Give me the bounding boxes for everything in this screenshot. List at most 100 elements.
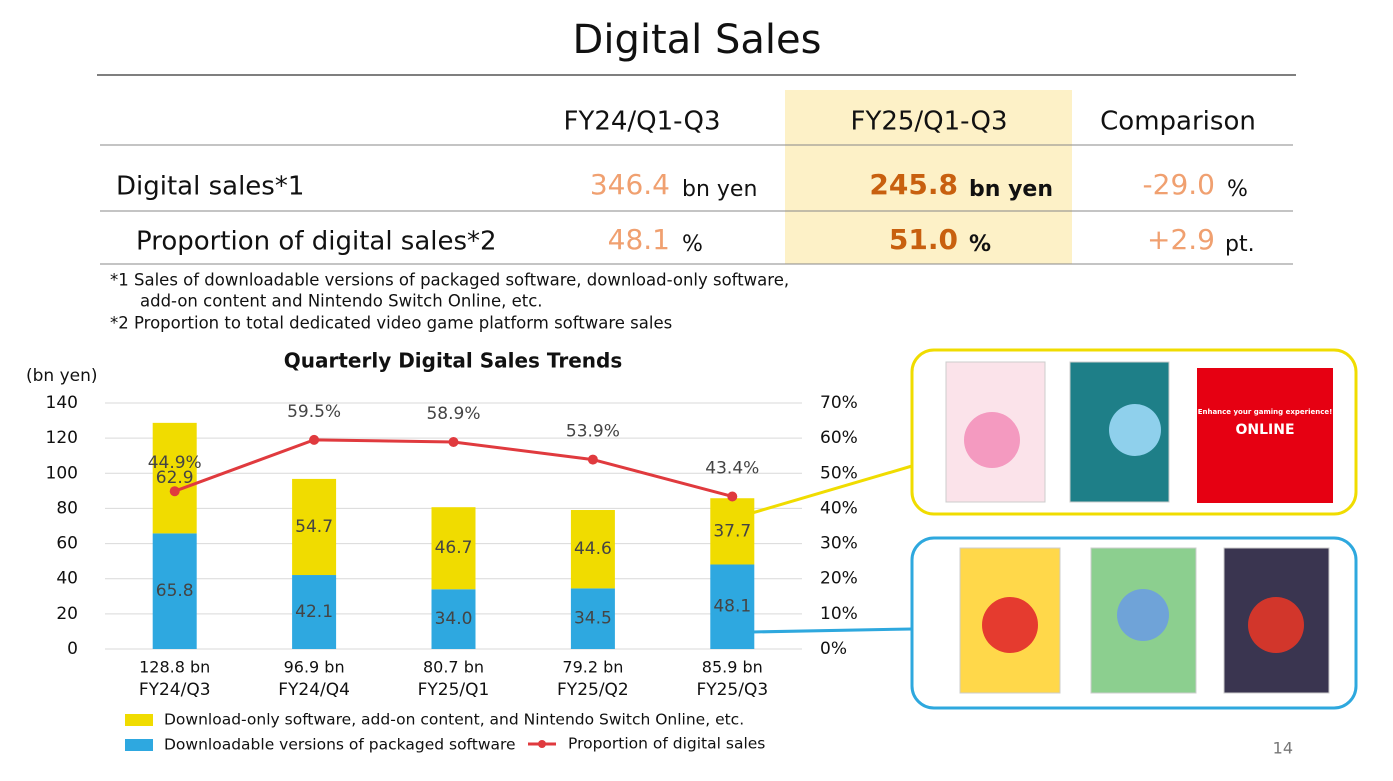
col-header: FY25/Q1-Q3 — [850, 107, 1007, 137]
x-tick-label: FY25/Q1 — [418, 680, 490, 700]
x-tick-label: FY25/Q2 — [557, 680, 629, 700]
bar-segment — [152, 533, 197, 649]
y-tick-label: 120 — [46, 428, 78, 448]
card-art — [964, 412, 1020, 468]
connector — [751, 627, 913, 634]
legend-swatch — [125, 714, 153, 726]
line-value-label: 53.9% — [566, 422, 620, 442]
connector — [751, 464, 913, 515]
bar-value-label: 54.7 — [295, 517, 333, 537]
y-tick-label: 0 — [67, 639, 78, 659]
page-number: 14 — [1273, 739, 1293, 758]
cell-value: 48.1 — [608, 223, 670, 256]
x-tick-label: FY25/Q3 — [696, 680, 768, 700]
line-value-label: 58.9% — [426, 404, 480, 424]
bar-segment — [570, 510, 615, 589]
y-tick-label: 20 — [56, 604, 78, 624]
card-text: ONLINE — [1235, 422, 1294, 438]
bar-segment — [431, 507, 476, 590]
y2-tick-label: 60% — [820, 428, 858, 448]
cell-value: 245.8 — [869, 168, 958, 201]
total-label: 80.7 bn — [423, 658, 484, 677]
card-art — [1117, 589, 1169, 641]
bar-value-label: 34.5 — [574, 609, 612, 629]
row-label: Proportion of digital sales*2 — [136, 227, 497, 257]
bar-value-label: 65.8 — [156, 581, 194, 601]
bar-segment — [152, 422, 197, 534]
bar-value-label: 44.6 — [574, 539, 612, 559]
cell-value: +2.9 — [1147, 223, 1215, 256]
bar-value-label: 48.1 — [713, 597, 751, 617]
y-tick-label: 60 — [56, 534, 78, 554]
x-tick-label: FY24/Q4 — [278, 680, 350, 700]
cell-unit: bn yen — [969, 177, 1053, 202]
y-tick-label: 140 — [46, 393, 78, 413]
legend-label: Proportion of digital sales — [568, 735, 765, 753]
cell-unit: % — [969, 232, 991, 257]
footnote: add-on content and Nintendo Switch Onlin… — [140, 292, 543, 311]
cell-unit: bn yen — [682, 177, 757, 202]
y-tick-label: 100 — [46, 463, 78, 483]
total-label: 96.9 bn — [284, 658, 345, 677]
line-marker — [587, 454, 598, 465]
line-marker — [727, 491, 738, 502]
total-label: 85.9 bn — [702, 658, 763, 677]
bar-segment — [292, 478, 337, 576]
bar-segment — [570, 588, 615, 649]
cell-unit: pt. — [1225, 232, 1255, 257]
slide-title: Digital Sales — [573, 17, 822, 63]
bar-segment — [710, 498, 755, 565]
bar-value-label: 34.0 — [435, 609, 473, 629]
card-art — [982, 597, 1038, 653]
bar-segment — [431, 589, 476, 649]
total-label: 79.2 bn — [562, 658, 623, 677]
line-marker — [169, 486, 180, 497]
bar-value-label: 37.7 — [713, 521, 751, 541]
col-header: FY24/Q1-Q3 — [563, 107, 720, 137]
chart: 0 20 40 60 80 100 120 140 0% 10% 20% 30% 40% 50% 60% 70… — [46, 393, 858, 754]
product-cards: Enhance your gaming experience! ONLINE — [945, 361, 1333, 694]
y2-tick-label: 30% — [820, 534, 858, 554]
y-tick-label: 80 — [56, 498, 78, 518]
card-art — [1248, 597, 1304, 653]
highlight-column — [785, 90, 1072, 264]
bar-value-label: 42.1 — [295, 602, 333, 622]
bar-segment — [710, 564, 755, 649]
bar-value-label: 46.7 — [435, 538, 473, 558]
legend-label: Download-only software, add-on content, … — [164, 711, 744, 729]
cell-value: 346.4 — [590, 168, 670, 201]
card-text: Enhance your gaming experience! — [1198, 408, 1333, 416]
legend-label: Downloadable versions of packaged softwa… — [164, 736, 516, 754]
y-tick-label: 40 — [56, 569, 78, 589]
cell-unit: % — [1227, 177, 1248, 202]
x-tick-label: FY24/Q3 — [139, 680, 211, 700]
line-marker — [309, 434, 320, 445]
col-header: Comparison — [1100, 107, 1256, 137]
y2-tick-label: 50% — [820, 463, 858, 483]
cell-value: 51.0 — [889, 223, 958, 256]
line — [174, 438, 733, 498]
footnote: *2 Proportion to total dedicated video g… — [110, 314, 672, 333]
y-axis-label: (bn yen) — [26, 366, 98, 386]
line-value-label: 43.4% — [705, 458, 759, 478]
y2-tick-label: 0% — [820, 639, 847, 659]
line-value-label: 44.9% — [148, 453, 202, 473]
y2-tick-label: 70% — [820, 393, 858, 413]
legend-swatch — [538, 740, 546, 748]
card-online — [1197, 368, 1333, 503]
bar-value-label: 62.9 — [156, 468, 194, 488]
cell-value: -29.0 — [1143, 168, 1215, 201]
chart-title: Quarterly Digital Sales Trends — [284, 349, 622, 373]
line-value-label: 59.5% — [287, 402, 341, 422]
cell-unit: % — [682, 232, 703, 257]
y2-tick-label: 40% — [820, 498, 858, 518]
bar-segment — [292, 575, 337, 649]
y2-tick-label: 20% — [820, 569, 858, 589]
y2-tick-label: 10% — [820, 604, 858, 624]
footnote: *1 Sales of downloadable versions of pac… — [110, 271, 789, 290]
legend-swatch — [125, 739, 153, 751]
total-label: 128.8 bn — [139, 658, 210, 677]
row-label: Digital sales*1 — [116, 172, 304, 202]
line-marker — [448, 437, 459, 448]
